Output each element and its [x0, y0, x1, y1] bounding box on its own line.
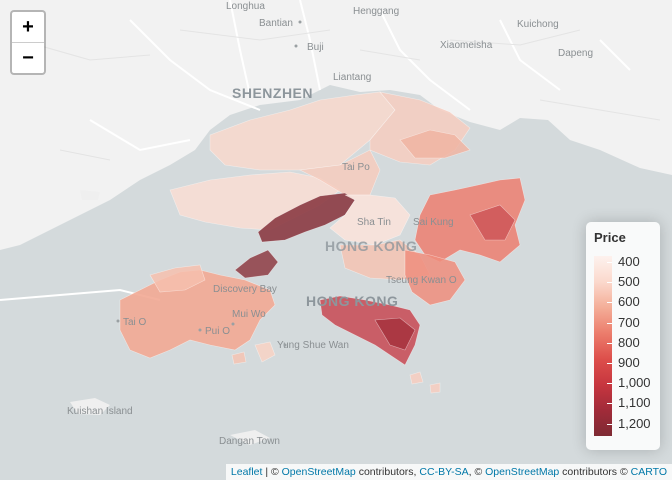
price-legend: Price 400 500 600 700 800 900 1,000 1,100 1,200 [586, 222, 660, 450]
legend-label: 700 [618, 314, 640, 330]
place-label: Tseung Kwan O [386, 275, 457, 286]
legend-tick [607, 363, 612, 364]
place-label: Tai O [123, 317, 147, 328]
place-label: Bantian [259, 18, 293, 29]
mainland [0, 0, 672, 250]
zoom-out-button[interactable]: − [12, 42, 44, 73]
legend-tick [607, 403, 612, 405]
attribution-text: contributors © [559, 466, 631, 478]
legend-label: 400 [618, 254, 640, 269]
zoom-in-button[interactable]: + [22, 16, 34, 38]
attribution-text: contributors, [355, 466, 420, 478]
district-tseung-kwan-o[interactable] [404, 249, 466, 306]
place-label: Kuichong [517, 19, 559, 30]
place-label: Dapeng [558, 48, 593, 59]
attribution-text: | © [262, 466, 282, 478]
choropleth-districts[interactable] [119, 91, 526, 394]
place-label: Longhua [226, 1, 265, 12]
district-cheung-chau[interactable] [231, 351, 247, 365]
place-label: Liantang [333, 72, 371, 83]
legend-tick [607, 322, 612, 324]
legend-label: 1,000 [618, 375, 651, 391]
legend-title: Price [594, 230, 626, 245]
place-label: Discovery Bay [213, 284, 277, 295]
place-dots [116, 20, 302, 347]
zoom-control: + − [10, 10, 46, 75]
district-hk-island[interactable] [319, 295, 421, 366]
place-label: Buji [307, 42, 324, 53]
place-label: Henggang [353, 6, 399, 17]
city-label-shenzhen: SHENZHEN [232, 85, 313, 101]
carto-link[interactable]: CARTO [630, 466, 667, 478]
legend-tick [607, 423, 612, 425]
district-tai-lam[interactable] [298, 149, 381, 196]
city-label-hong-kong-island: HONG KONG [306, 293, 398, 309]
dangan-island [230, 430, 270, 445]
district-lantau-west[interactable] [149, 264, 206, 293]
place-label: Tai Po [342, 162, 370, 173]
cc-by-sa-link[interactable]: CC-BY-SA [419, 466, 469, 478]
city-labels: SHENZHEN HONG KONG HONG KONG [232, 85, 417, 309]
mainland-roads [0, 0, 631, 301]
attribution-text: , © [468, 466, 486, 478]
place-label: Sha Tin [357, 217, 391, 228]
attribution: Leaflet | © OpenStreetMap contributors, … [225, 464, 672, 480]
legend-label: 1,200 [618, 415, 651, 431]
small-island [80, 190, 100, 200]
mainland-roads-minor [19, 29, 661, 161]
legend-label: 800 [618, 334, 640, 350]
legend-label: 1,100 [618, 395, 651, 411]
legend-tick [607, 302, 612, 304]
district-sai-kung[interactable] [414, 177, 526, 263]
place-label: Dangan Town [219, 436, 280, 447]
district-po-toi[interactable] [409, 371, 441, 394]
legend-label: 900 [618, 355, 640, 370]
district-sai-kung-east[interactable] [469, 204, 516, 241]
legend-tick [607, 262, 612, 263]
district-lamma[interactable] [254, 341, 276, 363]
city-label-hong-kong: HONG KONG [325, 238, 417, 254]
leaflet-link[interactable]: Leaflet [230, 466, 263, 478]
legend-color-bar [594, 256, 612, 436]
district-hk-island-south[interactable] [374, 317, 416, 351]
legend-tick [607, 383, 612, 385]
legend-tick [607, 342, 612, 344]
district-tsing-yi[interactable] [234, 249, 279, 279]
place-label: Pui O [205, 326, 230, 337]
place-label: Sai Kung [413, 217, 454, 228]
osm-link[interactable]: OpenStreetMap [281, 466, 356, 478]
legend-label: 600 [618, 294, 640, 310]
legend-tick [607, 282, 612, 284]
place-label: Xiaomeisha [440, 40, 493, 51]
legend-label: 500 [618, 274, 640, 290]
osm-link[interactable]: OpenStreetMap [485, 466, 560, 478]
place-label: Mui Wo [232, 309, 266, 320]
kuishan-island [70, 398, 110, 415]
place-label: Kuishan Island [67, 406, 133, 417]
place-labels: Longhua Henggang Bantian Buji Xiaomeisha… [67, 1, 593, 447]
place-label: Yung Shue Wan [277, 340, 349, 351]
district-plover-cove[interactable] [399, 129, 471, 159]
